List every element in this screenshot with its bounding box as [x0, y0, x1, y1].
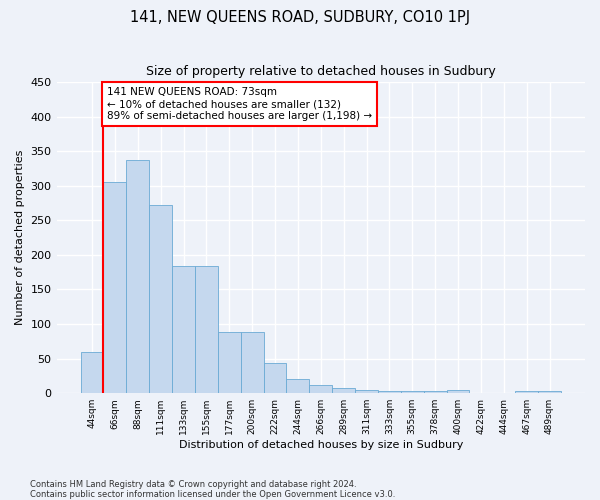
Text: Contains HM Land Registry data © Crown copyright and database right 2024.
Contai: Contains HM Land Registry data © Crown c… [30, 480, 395, 499]
Text: 141, NEW QUEENS ROAD, SUDBURY, CO10 1PJ: 141, NEW QUEENS ROAD, SUDBURY, CO10 1PJ [130, 10, 470, 25]
Text: 141 NEW QUEENS ROAD: 73sqm
← 10% of detached houses are smaller (132)
89% of sem: 141 NEW QUEENS ROAD: 73sqm ← 10% of deta… [107, 88, 372, 120]
Bar [332, 388, 355, 393]
Bar [103, 182, 127, 393]
Bar [172, 266, 195, 393]
Bar [218, 332, 241, 393]
Bar [80, 352, 103, 393]
Bar [263, 363, 286, 393]
Bar [424, 391, 446, 393]
Bar [469, 392, 493, 393]
Y-axis label: Number of detached properties: Number of detached properties [15, 150, 25, 326]
Bar [241, 332, 263, 393]
Bar [378, 391, 401, 393]
Bar [446, 390, 469, 393]
Bar [310, 385, 332, 393]
Bar [355, 390, 378, 393]
Bar [538, 391, 561, 393]
Bar [127, 160, 149, 393]
Bar [401, 391, 424, 393]
Bar [515, 391, 538, 393]
Bar [149, 205, 172, 393]
Bar [286, 378, 310, 393]
X-axis label: Distribution of detached houses by size in Sudbury: Distribution of detached houses by size … [179, 440, 463, 450]
Title: Size of property relative to detached houses in Sudbury: Size of property relative to detached ho… [146, 65, 496, 78]
Bar [195, 266, 218, 393]
